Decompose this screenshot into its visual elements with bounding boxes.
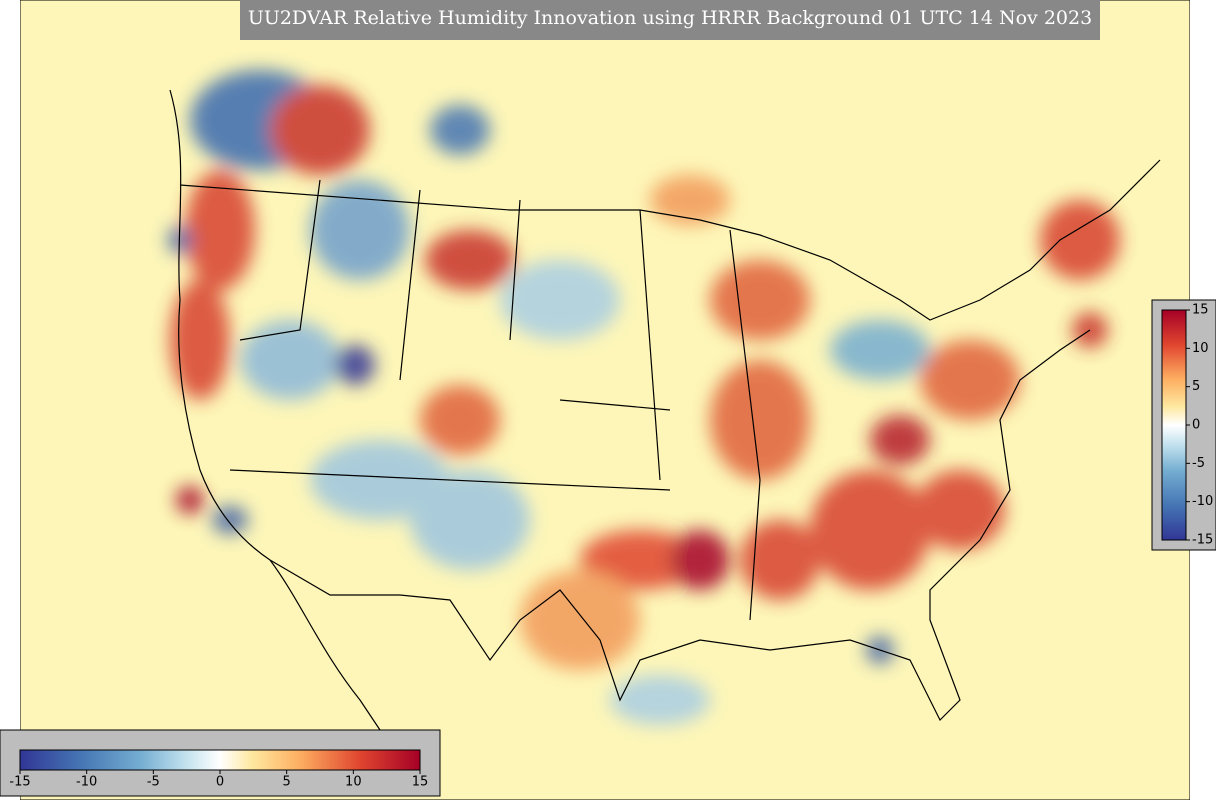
- boundaries: [169, 89, 1161, 761]
- tick-label: 10: [345, 775, 362, 790]
- title: UU2DVAR Relative Humidity Innovation usi…: [248, 7, 1092, 29]
- map-area: [20, 0, 1190, 800]
- tick-label: 5: [1192, 379, 1200, 394]
- tick-label: -15: [9, 775, 30, 790]
- tick-label: 15: [1192, 303, 1209, 318]
- tick-label: -10: [76, 775, 97, 790]
- title-box: [240, 0, 1100, 40]
- colorbar: [19, 749, 421, 771]
- colorbar: [1161, 309, 1187, 541]
- tick-label: 0: [216, 775, 224, 790]
- innovation-field: [168, 70, 1120, 725]
- tick-label: -10: [1192, 494, 1213, 509]
- tick-label: -5: [147, 775, 160, 790]
- tick-label: 15: [412, 775, 429, 790]
- tick-label: -15: [1192, 533, 1213, 548]
- tick-label: 0: [1192, 418, 1200, 433]
- tick-label: 10: [1192, 341, 1209, 356]
- tick-label: 5: [283, 775, 291, 790]
- tick-label: -5: [1192, 456, 1205, 471]
